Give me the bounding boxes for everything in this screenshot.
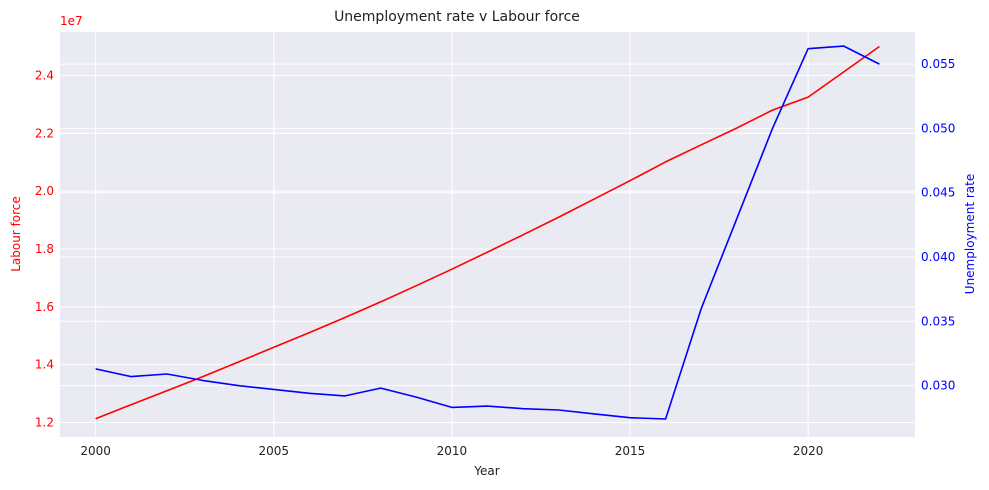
plot-area: [60, 32, 915, 437]
x-axis-label: Year: [473, 464, 499, 478]
right-tick-label: 0.040: [921, 250, 955, 264]
x-tick-label: 2015: [615, 444, 646, 458]
left-tick-label: 1.2: [35, 416, 54, 430]
labour-force-line: [95, 45, 880, 420]
left-tick-label: 2.2: [35, 126, 54, 140]
x-tick-label: 2000: [80, 444, 111, 458]
left-tick-label: 2.0: [35, 184, 54, 198]
left-axis-label: Labour force: [9, 196, 23, 272]
right-tick-label: 0.030: [921, 379, 955, 393]
left-axis-multiplier: 1e7: [60, 14, 83, 28]
x-tick-label: 2020: [793, 444, 824, 458]
left-tick-label: 1.4: [35, 358, 54, 372]
grid-lines: [60, 32, 915, 437]
unemployment-rate-line: [95, 45, 880, 420]
left-tick-label: 2.4: [35, 68, 54, 82]
right-axis-ticks: 0.030 0.035 0.040 0.045 0.050 0.055: [921, 57, 955, 392]
series-lines: [95, 45, 880, 420]
right-tick-label: 0.055: [921, 57, 955, 71]
right-tick-label: 0.035: [921, 314, 955, 328]
right-tick-label: 0.050: [921, 121, 955, 135]
chart-title: Unemployment rate v Labour force: [334, 9, 580, 25]
left-tick-label: 1.8: [35, 242, 54, 256]
left-tick-label: 1.6: [35, 300, 54, 314]
right-axis-label: Unemployment rate: [963, 174, 977, 294]
left-axis-ticks: 1.2 1.4 1.6 1.8 2.0 2.2 2.4: [35, 68, 54, 429]
x-tick-label: 2005: [258, 444, 289, 458]
x-tick-label: 2010: [437, 444, 468, 458]
right-tick-label: 0.045: [921, 186, 955, 200]
x-axis-ticks: 2000 2005 2010 2015 2020: [80, 444, 823, 458]
